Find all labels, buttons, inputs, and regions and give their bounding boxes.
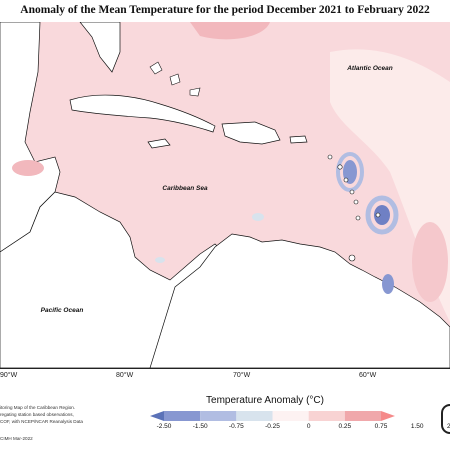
land-bahamas	[149, 61, 201, 97]
colorbar-segment	[164, 411, 201, 421]
colorbar-segment	[236, 411, 273, 421]
east-warm-patch	[412, 222, 448, 302]
land-puerto-rico	[289, 135, 308, 144]
atlantic-light-anomaly	[330, 49, 450, 322]
colorbar-end-cold	[150, 411, 164, 421]
colorbar-segment	[200, 411, 237, 421]
colorbar-tick-label: 0.25	[338, 423, 352, 430]
label-caribbean-sea: Caribbean Sea	[162, 185, 208, 192]
land-south-america	[149, 233, 450, 368]
colorbar	[150, 411, 395, 421]
label-atlantic-ocean: Atlantic Ocean	[346, 65, 393, 72]
colorbar-tick-label: 1.50	[410, 423, 424, 430]
colorbar-tick-label: -2.50	[156, 423, 172, 430]
colorbar-end-warm	[381, 411, 395, 421]
cool-anomaly-colombia	[155, 257, 165, 263]
land-florida	[79, 22, 121, 73]
colorbar-segment	[344, 411, 381, 421]
land-hispaniola	[221, 121, 281, 145]
colorbar-segment	[272, 411, 309, 421]
map-frame[interactable]: Atlantic Ocean Caribbean Sea Pacific Oce…	[0, 22, 450, 369]
map-title: Anomaly of the Mean Temperature for the …	[20, 4, 430, 16]
warm-anomaly-central-america	[12, 160, 44, 176]
note-line-1: itoring Map of the Caribbean Region.	[0, 405, 76, 410]
lesser-antilles	[327, 154, 381, 262]
colorbar-tick-label: -0.75	[228, 423, 244, 430]
cool-anomaly-leewards-halo	[336, 152, 364, 192]
note-line-2: regating station based observations,	[0, 412, 74, 417]
land-cuba	[69, 94, 216, 133]
cool-anomaly-barbados-halo	[365, 195, 399, 235]
longitude-label-80w: 80°W	[116, 372, 134, 379]
colorbar-tick-label: -0.25	[265, 423, 280, 430]
longitude-label-60w: 60°W	[359, 372, 377, 379]
cool-anomaly-barbados	[374, 205, 390, 225]
longitude-label-70w: 70°W	[233, 372, 251, 379]
colorbar-tick-label: 0.75	[374, 423, 388, 430]
longitude-label-90w: 90°W	[0, 372, 18, 379]
note-line-3: COF, with NCEP/NCAR Reanalysis Data	[0, 419, 83, 424]
north-warm-patch	[190, 22, 270, 40]
cool-anomaly-venezuela	[252, 213, 264, 221]
label-pacific-ocean: Pacific Ocean	[41, 307, 84, 314]
anomaly-map[interactable]: Atlantic Ocean Caribbean Sea Pacific Oce…	[0, 22, 450, 368]
colorbar-tick-label: -1.50	[192, 423, 208, 430]
cool-anomaly-guyana	[382, 274, 394, 294]
land-jamaica	[147, 138, 171, 149]
colorbar-title: Temperature Anomaly (°C)	[206, 395, 324, 406]
colorbar-tick-label: 0	[306, 423, 311, 430]
credit: CIMH Mar-2022	[0, 436, 33, 441]
colorbar-segment	[308, 411, 345, 421]
logo-icon	[441, 404, 450, 434]
